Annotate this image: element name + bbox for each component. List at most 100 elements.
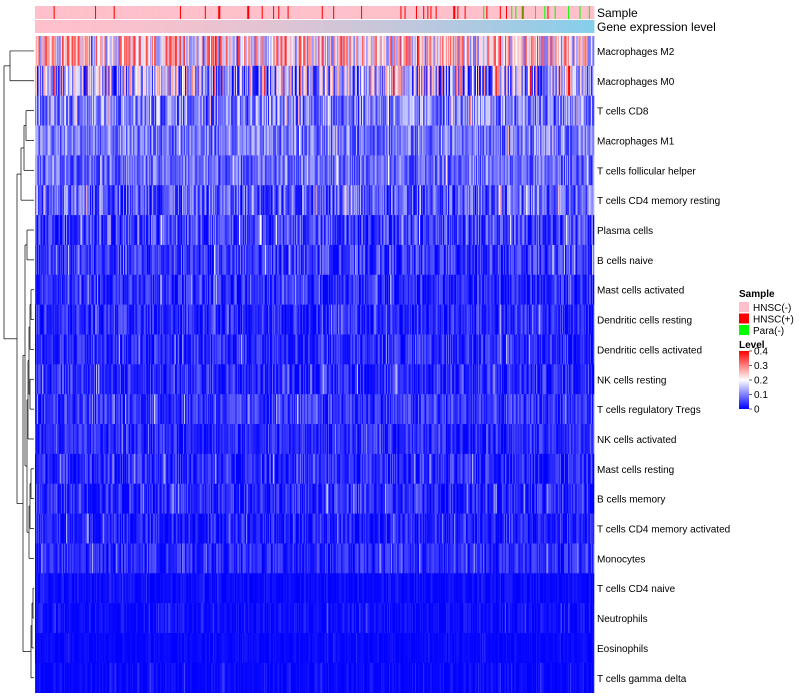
sample-annotation-cell <box>153 6 155 19</box>
heatmap-cell <box>419 65 421 96</box>
sample-annotation-cell <box>200 6 202 19</box>
heatmap-cell <box>473 36 476 67</box>
sample-annotation-cell <box>106 6 108 19</box>
heatmap-cell <box>94 65 96 96</box>
sample-annotation-cell <box>122 6 125 19</box>
heatmap-cell <box>111 65 113 96</box>
heatmap-cell <box>147 36 150 67</box>
heatmap-cell <box>57 36 60 67</box>
expression-annotation-cell <box>221 20 232 33</box>
heatmap-cell <box>364 36 366 67</box>
heatmap-cell <box>53 36 55 67</box>
heatmap-cell <box>404 36 406 67</box>
sample-annotation-cell <box>253 6 255 19</box>
expression-annotation-cell <box>584 20 595 33</box>
heatmap-cell <box>462 36 464 67</box>
sample-annotation-cell <box>294 6 297 19</box>
heatmap-cell <box>348 36 350 67</box>
heatmap-cell <box>268 36 271 67</box>
heatmap-cell <box>81 95 83 126</box>
sample-annotation-cell <box>187 6 189 19</box>
heatmap-cell <box>515 36 517 67</box>
sample-annotation-cell <box>355 6 358 19</box>
sample-annotation-cell <box>126 6 128 19</box>
heatmap-cell <box>194 65 196 96</box>
sample-annotation-cell <box>459 6 461 19</box>
sample-annotation-cell <box>216 6 218 19</box>
heatmap-cell <box>546 36 548 67</box>
heatmap-cell <box>286 36 288 67</box>
heatmap-cell <box>52 65 54 96</box>
sample-annotation-cell <box>514 6 516 19</box>
heatmap-cell <box>531 65 534 96</box>
heatmap-cell <box>327 65 330 96</box>
sample-annotation-cell <box>334 6 336 19</box>
heatmap-cell <box>78 95 80 126</box>
heatmap-cell <box>144 36 147 67</box>
heatmap-cell <box>423 65 425 96</box>
heatmap-cell <box>246 36 248 67</box>
heatmap-cell <box>255 65 257 96</box>
sample-annotation-cell <box>460 6 462 19</box>
heatmap-cell <box>301 36 303 67</box>
heatmap-cell <box>294 65 297 96</box>
sample-annotation-cell <box>116 6 119 19</box>
sample-annotation-cell <box>146 6 149 19</box>
heatmap-cell <box>226 65 228 96</box>
sample-annotation-cell <box>154 6 156 19</box>
heatmap-cell <box>580 36 582 67</box>
heatmap-cell <box>425 65 427 96</box>
heatmap-cell <box>327 36 330 67</box>
sample-annotation-cell <box>381 6 384 19</box>
heatmap-cell <box>442 65 445 96</box>
sample-annotation-cell <box>378 6 381 19</box>
heatmap-cell <box>144 65 147 96</box>
heatmap-cell <box>264 65 267 96</box>
sample-annotation-cell <box>336 6 338 19</box>
heatmap-cell <box>450 36 452 67</box>
sample-annotation-cell <box>380 6 383 19</box>
sample-annotation-cell <box>86 6 89 19</box>
heatmap-row <box>35 125 595 156</box>
heatmap-cell <box>573 36 575 67</box>
expression-annotation-cell <box>491 20 502 33</box>
heatmap-cell <box>292 65 295 96</box>
heatmap-cell <box>499 36 502 67</box>
heatmap-cell <box>131 36 133 67</box>
sample-annotation-cell <box>515 6 517 19</box>
sample-annotation-cell <box>351 6 354 19</box>
heatmap-cell <box>547 65 549 96</box>
sample-annotation-cell <box>537 6 539 19</box>
heatmap-cell <box>54 95 57 126</box>
sample-annotation-cell <box>325 6 328 19</box>
heatmap-cell <box>142 95 144 126</box>
heatmap-cell <box>171 65 173 96</box>
heatmap-cell <box>372 36 374 67</box>
expression-annotation-cell <box>109 20 120 33</box>
sample-annotation-cell <box>74 6 76 19</box>
heatmap-cell <box>48 95 50 126</box>
sample-annotation-cell <box>508 6 510 19</box>
sample-annotation-cell <box>217 6 219 19</box>
sample-annotation-label: Sample <box>597 6 638 20</box>
heatmap-cell <box>590 36 593 67</box>
heatmap-cell <box>548 65 550 96</box>
heatmap-cell <box>105 95 107 126</box>
heatmap-cell <box>388 65 390 96</box>
sample-annotation-cell <box>422 6 424 19</box>
heatmap-cell <box>402 65 404 96</box>
heatmap-cell <box>534 36 537 67</box>
heatmap-cell <box>91 95 94 126</box>
heatmap-cell <box>437 36 440 67</box>
heatmap-cell <box>79 65 81 96</box>
heatmap-cell <box>164 36 166 67</box>
heatmap-cell <box>562 36 565 67</box>
sample-annotation-cell <box>94 6 96 19</box>
heatmap-cell <box>134 95 136 126</box>
heatmap-cell <box>54 36 57 67</box>
heatmap-cell <box>374 65 376 96</box>
heatmap-cell <box>297 36 300 67</box>
sample-annotation-cell <box>151 6 154 19</box>
heatmap-cell <box>373 65 375 96</box>
heatmap-cell <box>131 95 133 126</box>
